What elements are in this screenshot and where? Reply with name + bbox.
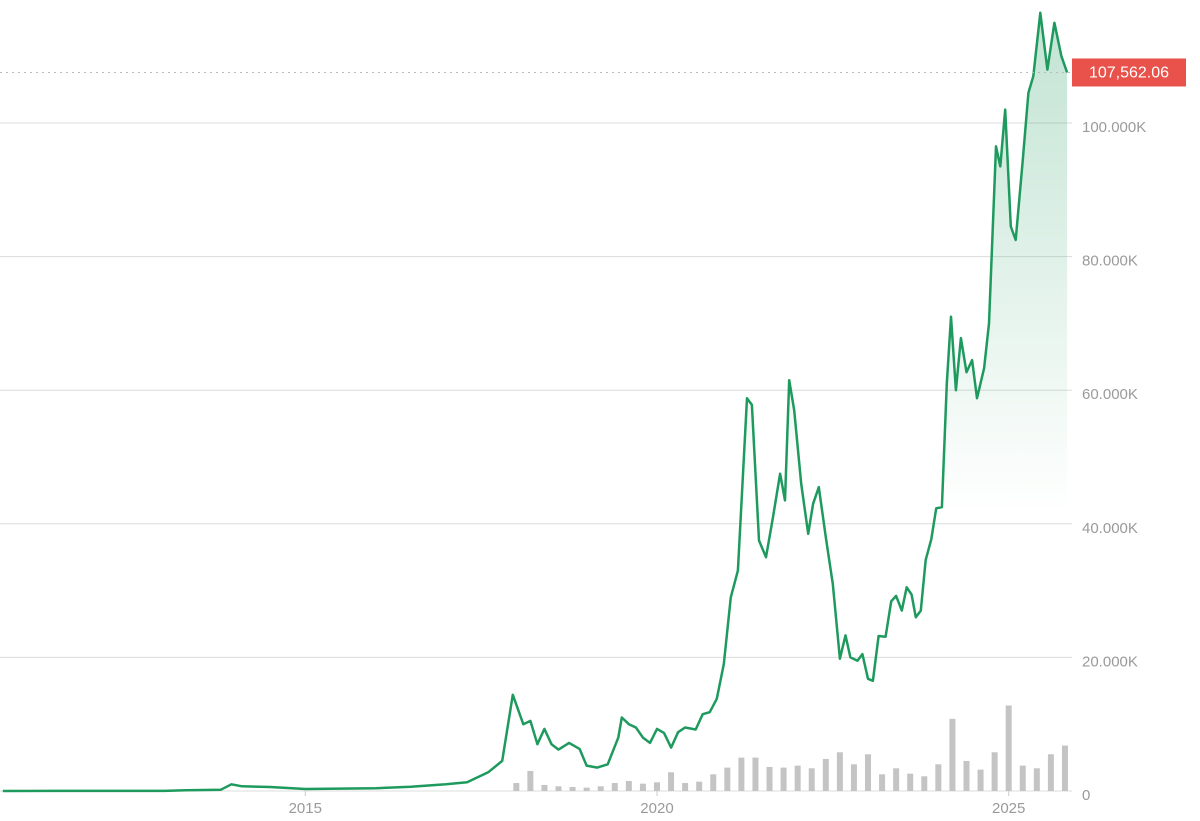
y-tick-label: 20.000K	[1082, 653, 1138, 670]
price-line	[2, 11, 1069, 793]
x-tick-label: 2025	[992, 800, 1025, 817]
y-tick-label: 100.000K	[1082, 119, 1146, 136]
y-tick-label: 40.000K	[1082, 520, 1138, 537]
last-value-label: 107,562.06	[1089, 65, 1169, 82]
x-tick-label: 2015	[289, 800, 322, 817]
y-tick-label: 60.000K	[1082, 386, 1138, 403]
area-fill	[2, 12, 1068, 792]
last-value-box	[1072, 58, 1186, 87]
y-tick-label: 0	[1082, 787, 1090, 804]
x-tick-label: 2020	[640, 800, 673, 817]
y-tick-label: 80.000K	[1082, 253, 1138, 270]
